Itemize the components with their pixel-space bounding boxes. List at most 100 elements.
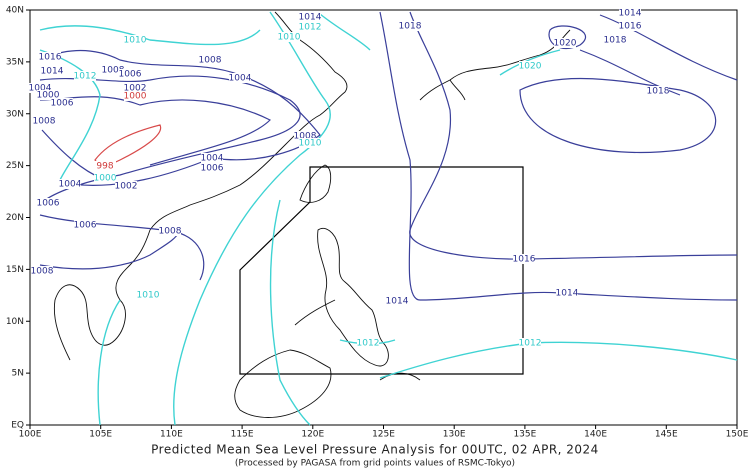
axis-labels: 100E 105E 110E 115E 120E 125E 130E 135E 140E 145E…: [6, 6, 749, 440]
label-bg: [51, 98, 73, 108]
label-bg: [513, 254, 535, 264]
label-bg: [399, 21, 421, 31]
lat-label: 15N: [6, 265, 24, 275]
label-bg: [556, 288, 578, 298]
isobar-label: 1008: [102, 66, 125, 76]
lat-label: 40N: [6, 6, 24, 16]
label-bg: [519, 61, 541, 71]
isobar-label: 1004: [201, 154, 224, 164]
label-bg: [619, 8, 641, 18]
lat-label: EQ: [11, 421, 24, 431]
label-bg: [299, 138, 321, 148]
isobar-label: 1012: [519, 339, 542, 349]
isobar-label: 1012: [299, 23, 322, 33]
isobar-label: 998: [96, 162, 113, 172]
isobar-label: 1018: [604, 36, 627, 46]
isobar-label: 1002: [115, 182, 138, 192]
isobar-label: 1014: [556, 289, 579, 299]
label-bg: [201, 163, 223, 173]
isobar-label: 1012: [357, 339, 380, 349]
lat-label: 25N: [6, 161, 24, 171]
label-bg: [119, 69, 141, 79]
label-bg: [201, 153, 223, 163]
label-bg: [59, 179, 81, 189]
label-bg: [115, 181, 137, 191]
label-bg: [94, 161, 116, 171]
lon-label: 105E: [89, 430, 112, 440]
label-bg: [33, 116, 55, 126]
label-bg: [554, 38, 576, 48]
lon-label: 110E: [160, 430, 183, 440]
isobar-label: 1014: [386, 297, 409, 307]
label-bg: [229, 73, 251, 83]
isobar-label: 1020: [554, 39, 577, 49]
isobar-label: 1014: [299, 13, 322, 23]
isobar-label: 1016: [513, 255, 536, 265]
isobar-label: 1014: [619, 9, 642, 19]
isobar-label: 1006: [37, 199, 60, 209]
label-bg: [604, 35, 626, 45]
lon-label: 120E: [301, 430, 324, 440]
label-bg: [37, 198, 59, 208]
label-bg: [31, 266, 53, 276]
lon-label: 145E: [655, 430, 678, 440]
responsibility-area: [239, 166, 524, 375]
lon-label: 125E: [372, 430, 395, 440]
isobar-label: 1000: [94, 174, 117, 184]
lon-label: 135E: [513, 430, 536, 440]
isobar-label: 1010: [299, 139, 322, 149]
label-bg: [124, 83, 146, 93]
isobar-label: 1004: [29, 84, 52, 94]
isobar-label: 1010: [124, 36, 147, 46]
label-bg: [159, 226, 181, 236]
isobar-label: 1010: [137, 291, 160, 301]
isobar-label: 1006: [74, 221, 97, 231]
map-title: Predicted Mean Sea Level Pressure Analys…: [151, 443, 599, 457]
label-bg: [647, 86, 669, 96]
isobar-label: 1006: [201, 164, 224, 174]
lon-label: 150E: [726, 430, 749, 440]
isobar-label: 1018: [399, 22, 422, 32]
label-bg: [199, 55, 221, 65]
isobar-label: 1004: [229, 74, 252, 84]
lon-label: 100E: [19, 430, 42, 440]
label-bg: [39, 52, 61, 62]
label-bg: [102, 65, 124, 75]
label-bg: [278, 32, 300, 42]
isobar-label: 1000: [124, 92, 147, 102]
lon-label: 115E: [231, 430, 254, 440]
isobar-label: 1012: [74, 72, 97, 82]
isobar-label: 1008: [199, 56, 222, 66]
label-bg: [294, 131, 316, 141]
label-bg: [94, 173, 116, 183]
isobar-label: 1020: [519, 62, 542, 72]
label-bg: [299, 22, 321, 32]
lon-label: 140E: [584, 430, 607, 440]
label-bg: [74, 220, 96, 230]
lat-label: 20N: [6, 213, 24, 223]
isobar-label: 1016: [39, 53, 62, 63]
label-bg: [519, 338, 541, 348]
label-bg: [37, 90, 59, 100]
label-bg: [124, 91, 146, 101]
label-bg: [124, 35, 146, 45]
label-bg: [74, 71, 96, 81]
isobars: [39, 11, 738, 426]
isobar-label: 1014: [41, 67, 64, 77]
isobar-labels: 1014101210101018102010141016101810201018…: [29, 8, 670, 349]
label-bg: [357, 338, 379, 348]
label-bg: [41, 66, 63, 76]
label-bg: [299, 12, 321, 22]
label-bg: [619, 21, 641, 31]
isobar-label: 1016: [619, 22, 642, 32]
isobar-label: 1000: [37, 91, 60, 101]
label-bg: [137, 290, 159, 300]
coastlines: [53, 11, 571, 418]
isobar-label: 1010: [278, 33, 301, 43]
label-bg: [386, 296, 408, 306]
lat-label: 35N: [6, 57, 24, 67]
lat-label: 30N: [6, 109, 24, 119]
isobar-label: 1008: [159, 227, 182, 237]
isobar-label: 1002: [124, 84, 147, 94]
